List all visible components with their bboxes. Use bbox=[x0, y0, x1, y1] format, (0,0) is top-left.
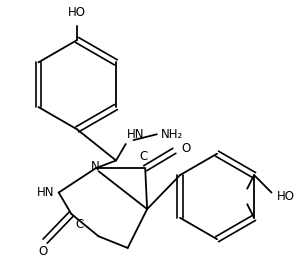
Text: O: O bbox=[39, 245, 48, 258]
Text: HO: HO bbox=[277, 190, 295, 203]
Text: C: C bbox=[75, 218, 83, 231]
Text: N: N bbox=[91, 160, 100, 173]
Text: O: O bbox=[181, 142, 190, 155]
Text: C: C bbox=[139, 150, 147, 163]
Text: HN: HN bbox=[37, 186, 55, 199]
Text: NH₂: NH₂ bbox=[161, 128, 183, 141]
Text: HN: HN bbox=[127, 128, 144, 141]
Text: HO: HO bbox=[68, 6, 86, 19]
